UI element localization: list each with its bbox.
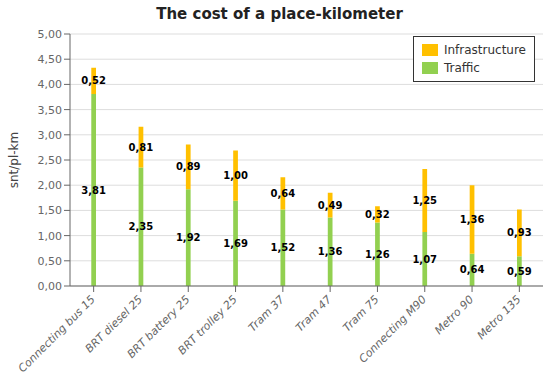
svg-text:BRT battery 25: BRT battery 25	[124, 293, 193, 361]
svg-text:0,64: 0,64	[271, 188, 296, 199]
svg-text:1,36: 1,36	[460, 214, 485, 225]
svg-text:0,52: 0,52	[81, 75, 106, 86]
svg-text:0,59: 0,59	[507, 266, 532, 277]
svg-text:1,52: 1,52	[271, 242, 296, 253]
svg-text:BRT diesel 25: BRT diesel 25	[82, 293, 146, 356]
svg-text:0,89: 0,89	[176, 161, 201, 172]
svg-text:Metro 135: Metro 135	[475, 293, 524, 342]
svg-text:Tram 75: Tram 75	[340, 293, 381, 334]
svg-text:4,00: 4,00	[38, 78, 63, 91]
svg-text:1,69: 1,69	[223, 238, 248, 249]
svg-text:Tram 47: Tram 47	[293, 293, 334, 334]
svg-text:0,32: 0,32	[365, 209, 390, 220]
svg-text:4,50: 4,50	[38, 53, 63, 66]
html-text:The cost of a place-kilometer: The cost of a place-kilometer	[156, 5, 403, 23]
svg-text:Connecting bus 15: Connecting bus 15	[16, 293, 98, 372]
svg-text:3,00: 3,00	[38, 129, 63, 142]
svg-text:0,81: 0,81	[129, 142, 154, 153]
svg-text:1,25: 1,25	[412, 195, 437, 206]
svg-text:snt/pl-km: snt/pl-km	[8, 132, 21, 189]
svg-text:0,49: 0,49	[318, 200, 343, 211]
svg-text:3,50: 3,50	[38, 104, 63, 117]
svg-text:1,36: 1,36	[318, 246, 343, 257]
svg-text:2,50: 2,50	[38, 154, 63, 167]
svg-text:Tram 37: Tram 37	[246, 293, 287, 334]
html-text:Infrastructure: Infrastructure	[443, 43, 526, 57]
svg-text:1,00: 1,00	[223, 170, 248, 181]
svg-text:3,81: 3,81	[81, 185, 106, 196]
svg-text:Metro 90: Metro 90	[432, 293, 476, 337]
svg-text:Connecting M90: Connecting M90	[357, 293, 429, 365]
svg-text:1,07: 1,07	[412, 254, 437, 265]
svg-text:BRT trolley 25: BRT trolley 25	[176, 293, 240, 357]
svg-text:0,64: 0,64	[460, 264, 485, 275]
svg-text:2,35: 2,35	[129, 221, 154, 232]
svg-text:0,00: 0,00	[38, 280, 63, 293]
html-text:Traffic: Traffic	[443, 61, 480, 75]
svg-text:0,93: 0,93	[507, 227, 532, 238]
svg-text:2,00: 2,00	[38, 179, 63, 192]
svg-text:1,26: 1,26	[365, 249, 390, 260]
svg-text:1,92: 1,92	[176, 232, 201, 243]
svg-text:0,50: 0,50	[38, 255, 63, 268]
svg-text:5,00: 5,00	[38, 28, 63, 41]
svg-text:1,00: 1,00	[38, 230, 63, 243]
svg-text:1,50: 1,50	[38, 204, 63, 217]
